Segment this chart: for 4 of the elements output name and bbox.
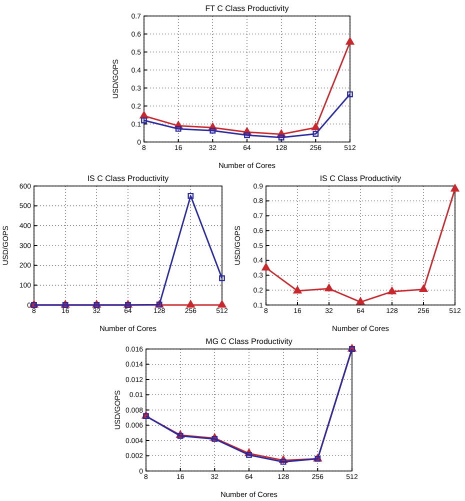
chart-title: IS C Class Productivity (320, 174, 402, 183)
chart-title: MG C Class Productivity (206, 337, 292, 346)
chart-title: FT C Class Productivity (205, 4, 289, 13)
chart-title: IS C Class Productivity (87, 174, 169, 183)
